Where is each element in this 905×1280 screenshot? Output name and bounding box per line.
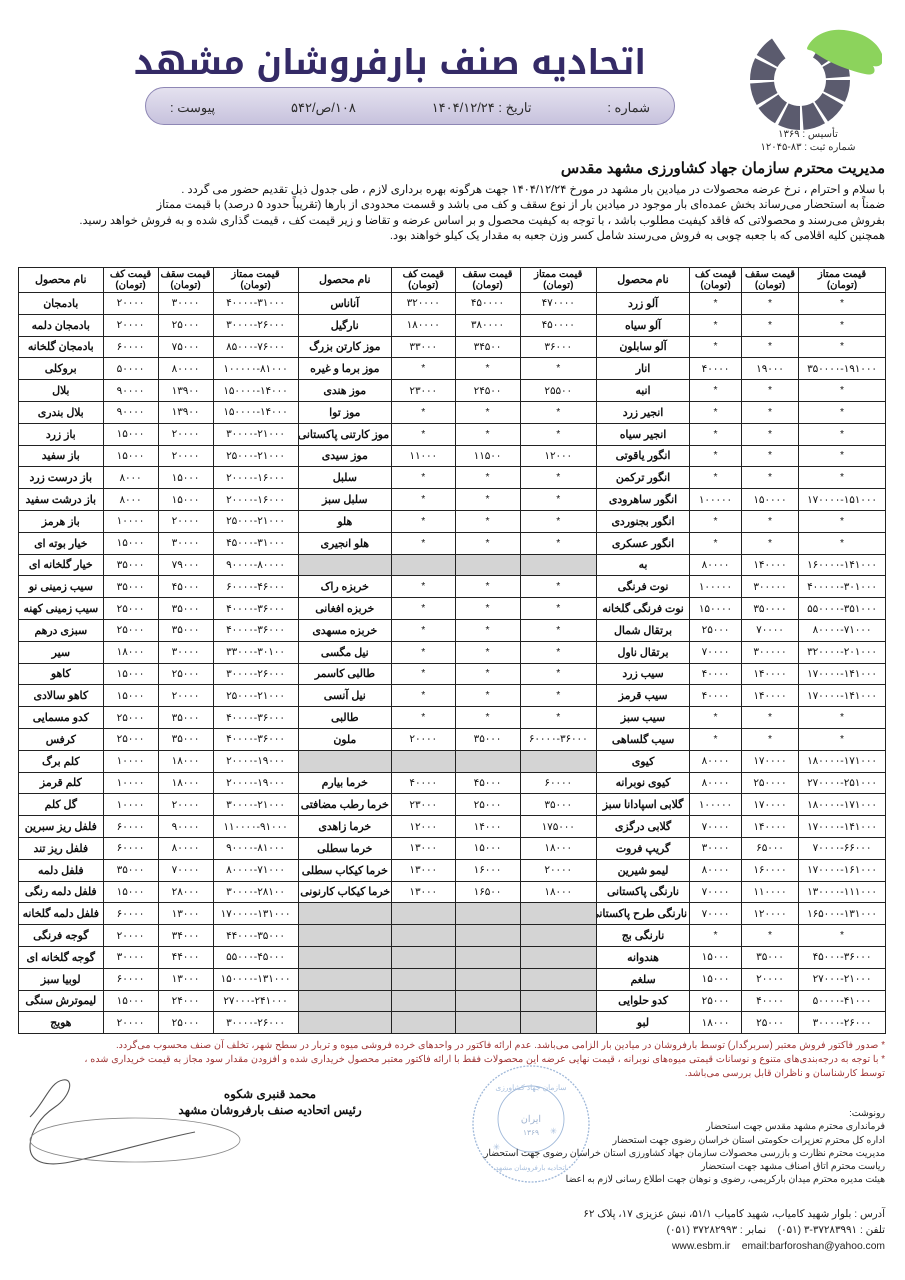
svg-text:سازمان جهاد کشاورزی: سازمان جهاد کشاورزی bbox=[495, 1083, 567, 1092]
